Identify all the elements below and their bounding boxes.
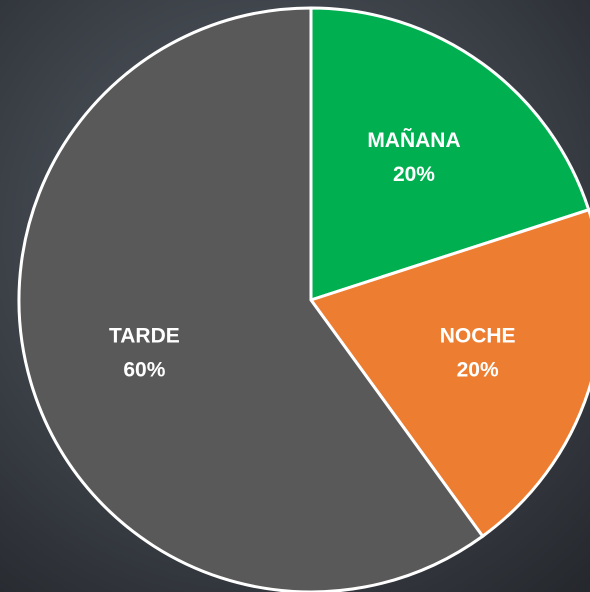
slice-category-label: MAÑANA — [367, 129, 460, 152]
slice-value-label: 20% — [457, 359, 499, 382]
slice-value-label: 20% — [393, 163, 435, 186]
slice-category-label: TARDE — [109, 325, 180, 348]
slice-category-label: NOCHE — [440, 325, 516, 348]
page: MAÑANA20%NOCHE20%TARDE60% (() => { const… — [0, 0, 590, 592]
slice-value-label: 60% — [123, 359, 165, 382]
chart: MAÑANA 20% NOCHE 20% TARDE 60% — [0, 0, 590, 592]
